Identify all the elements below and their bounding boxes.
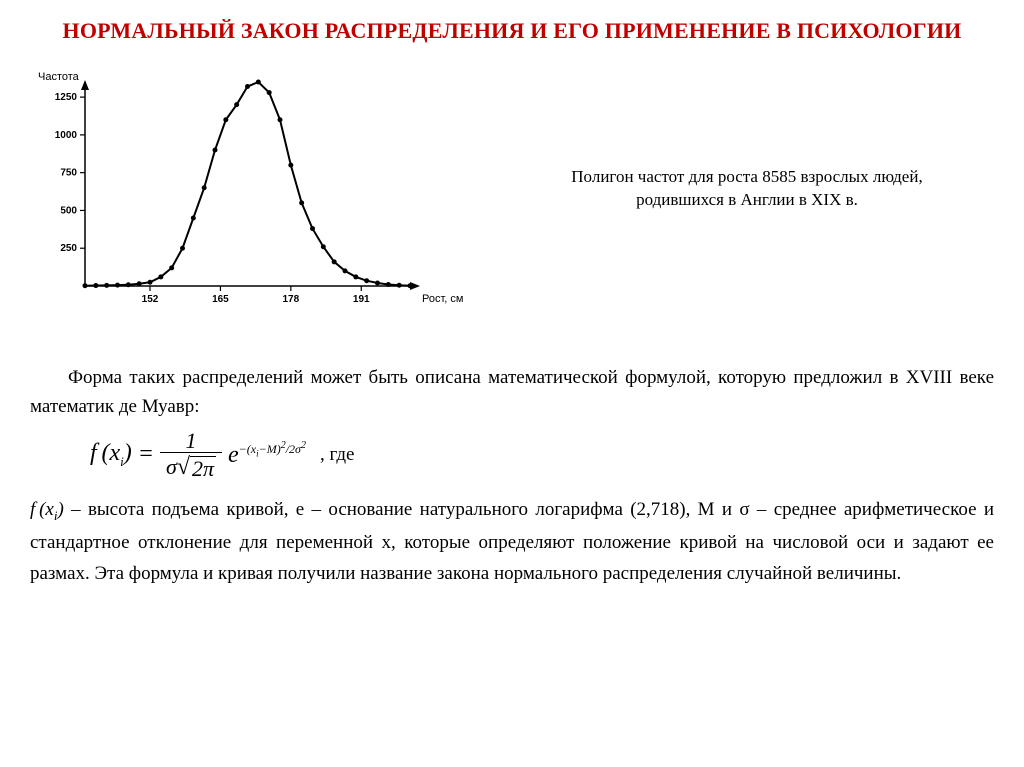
fraction-numerator: 1 bbox=[179, 429, 202, 452]
svg-text:750: 750 bbox=[60, 168, 77, 179]
fxi-inline: f (xi) bbox=[30, 499, 71, 520]
chart-caption: Полигон частот для роста 8585 взрослых л… bbox=[500, 166, 994, 212]
svg-text:500: 500 bbox=[60, 205, 77, 216]
svg-text:152: 152 bbox=[142, 294, 159, 305]
fraction-denominator: σ√2π bbox=[160, 452, 222, 480]
svg-text:191: 191 bbox=[353, 294, 370, 305]
caption-line-2: родившихся в Англии в XIX в. bbox=[636, 190, 858, 209]
formula-row: f (xi) = 1 σ√2π e−(xi−M)2/2σ2 , где bbox=[90, 429, 994, 480]
formula-x: x bbox=[109, 440, 120, 466]
svg-text:250: 250 bbox=[60, 243, 77, 254]
description-paragraph: f (xi) – высота подъема кривой, е – осно… bbox=[30, 494, 994, 589]
euler-e: e bbox=[228, 442, 239, 468]
formula-i: i bbox=[120, 454, 124, 469]
svg-text:1000: 1000 bbox=[55, 130, 78, 141]
svg-text:Частота: Частота bbox=[38, 71, 80, 83]
caption-line-1: Полигон частот для роста 8585 взрослых л… bbox=[571, 167, 922, 186]
formula-f: f bbox=[90, 440, 97, 466]
formula-fraction: 1 σ√2π bbox=[160, 429, 222, 480]
top-row: 250 500 750 1000 1250 152 165 178 191 Частота Рост… bbox=[30, 64, 994, 314]
svg-text:165: 165 bbox=[212, 294, 229, 305]
exponent: −(xi−M)2/2σ2 bbox=[239, 442, 306, 456]
sqrt: √2π bbox=[177, 455, 216, 480]
svg-text:1250: 1250 bbox=[55, 92, 78, 103]
normal-dist-formula: f (xi) = 1 σ√2π e−(xi−M)2/2σ2 bbox=[90, 429, 306, 480]
frequency-chart: 250 500 750 1000 1250 152 165 178 191 Частота Рост… bbox=[30, 64, 470, 314]
radicand: 2π bbox=[190, 456, 216, 480]
intro-paragraph: Форма таких распределений может быть опи… bbox=[30, 364, 994, 421]
description-text: – высота подъема кривой, е – основание н… bbox=[30, 499, 994, 584]
svg-text:178: 178 bbox=[282, 294, 299, 305]
page-title: НОРМАЛЬНЫЙ ЗАКОН РАСПРЕДЕЛЕНИЯ И ЕГО ПРИ… bbox=[30, 18, 994, 44]
svg-text:Рост, см: Рост, см bbox=[422, 293, 463, 305]
gde-label: , где bbox=[320, 444, 354, 466]
formula-equals: = bbox=[138, 441, 154, 468]
sigma: σ bbox=[166, 454, 177, 479]
